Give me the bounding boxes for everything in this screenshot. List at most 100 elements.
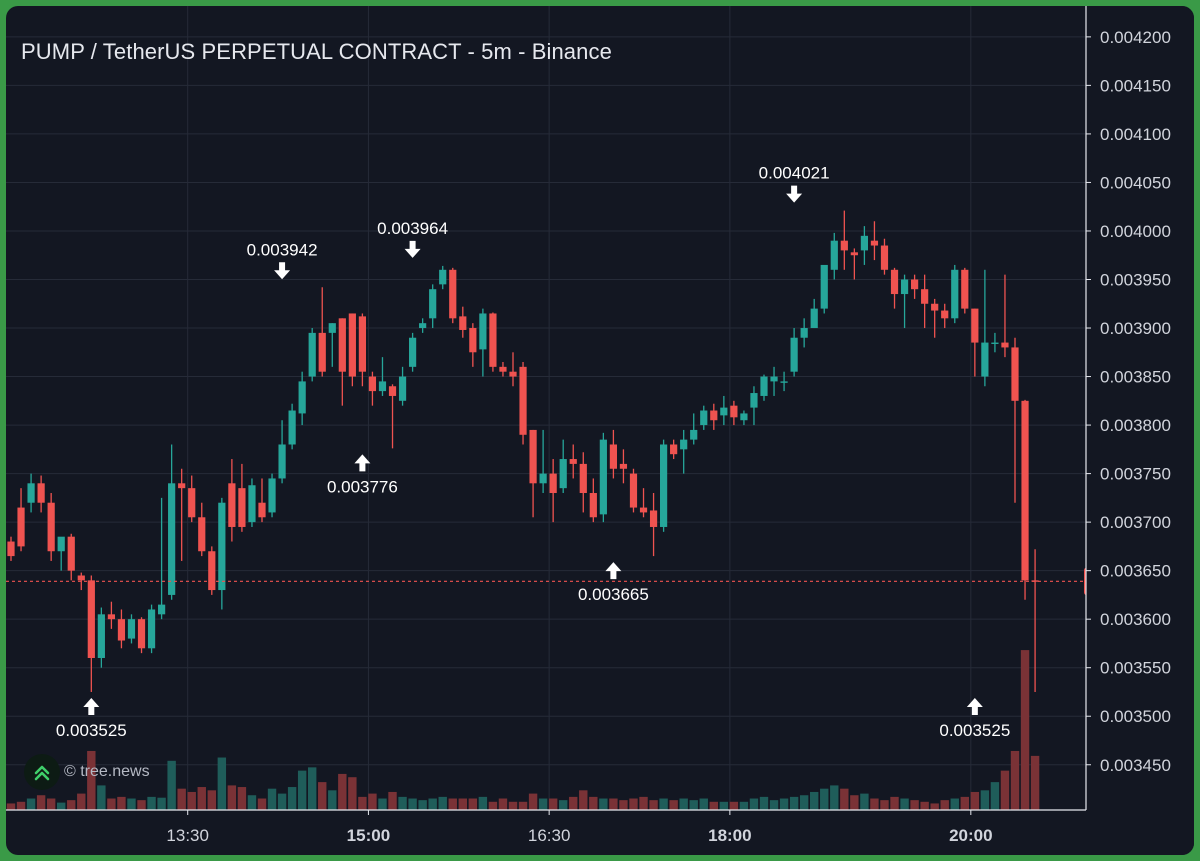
volume-bar	[970, 791, 980, 810]
volume-bar	[338, 773, 347, 810]
volume-bar	[940, 800, 949, 810]
candlestick-chart[interactable]: 0.003639 0.0035250.0039420.0037760.00396…	[6, 6, 1194, 855]
candle-body	[137, 619, 146, 649]
up-arrow-icon	[83, 697, 100, 715]
candle-body	[609, 444, 617, 469]
annotation-label: 0.004021	[759, 164, 830, 183]
candle-body	[328, 323, 336, 333]
volume-bar	[669, 800, 678, 810]
volume-bar	[548, 798, 558, 810]
volume-bar	[207, 790, 216, 810]
y-tick-label: 0.004100	[1100, 125, 1171, 144]
candle-body	[57, 536, 65, 552]
volume-bar	[729, 801, 739, 810]
candle-body	[780, 381, 788, 383]
candle-body	[961, 269, 969, 309]
volume-bar	[428, 798, 437, 810]
annotation-label: 0.003665	[578, 585, 649, 604]
volume-bar	[16, 801, 26, 810]
candles	[7, 210, 1039, 692]
volume-bar	[277, 793, 287, 810]
volume-bar	[508, 801, 518, 810]
volume-bar	[6, 803, 16, 810]
candle-body	[911, 279, 919, 290]
volume-bar	[990, 782, 1000, 810]
high-marker: 0.003964	[377, 219, 448, 258]
volume-bar	[950, 798, 959, 810]
candle-body	[489, 313, 497, 367]
candle-body	[87, 580, 95, 658]
annotation-label: 0.003525	[56, 721, 127, 740]
volume-bar	[167, 760, 176, 810]
volume-bar	[26, 798, 36, 810]
candle-body	[208, 551, 216, 591]
candle-body	[278, 444, 286, 479]
time-axis[interactable]: 13:30 15:00 16:30 18:00 20:00	[6, 809, 1086, 845]
volume-bar	[297, 770, 307, 810]
candle-body	[790, 337, 798, 372]
volume-bar	[689, 800, 698, 810]
y-tick-label: 0.003950	[1100, 270, 1171, 289]
candle-body	[318, 332, 326, 372]
candle-body	[730, 405, 738, 418]
volume-bar	[569, 796, 578, 810]
volume-bar	[177, 788, 186, 810]
candle-body	[117, 619, 126, 641]
volume-bar	[779, 798, 789, 810]
volume-bar	[749, 798, 759, 810]
candle-body	[589, 493, 597, 518]
candle-body	[188, 488, 196, 518]
candle-body	[218, 502, 226, 591]
y-tick-label: 0.003450	[1100, 756, 1171, 775]
candle-body	[147, 609, 156, 649]
candle-body	[409, 337, 417, 367]
volume-bar	[458, 798, 467, 810]
candle-body	[298, 381, 306, 414]
volume-bar	[980, 790, 990, 810]
candle-body	[27, 483, 35, 503]
volume-bar	[850, 795, 859, 810]
candle-body	[760, 376, 768, 396]
candle-body	[7, 541, 15, 557]
candle-body	[750, 393, 758, 408]
volume-bar	[87, 750, 96, 810]
volume-bar	[318, 782, 327, 810]
volume-bar	[920, 801, 929, 810]
y-tick-label: 0.004150	[1100, 76, 1171, 95]
low-marker: 0.003525	[939, 697, 1010, 740]
volume-bar	[579, 790, 588, 810]
candle-body	[178, 483, 186, 489]
y-tick-label: 0.003900	[1100, 319, 1171, 338]
volume-bar	[137, 800, 146, 810]
candle-body	[710, 410, 718, 421]
volume-bar	[46, 798, 56, 810]
candle-body	[248, 485, 256, 523]
y-tick-label: 0.004200	[1100, 28, 1171, 47]
volume-bar	[789, 796, 799, 810]
candle-body	[1021, 400, 1029, 581]
volume-bar	[589, 796, 598, 810]
volume-bar	[910, 800, 919, 810]
candle-body	[951, 269, 959, 319]
volume-bar	[117, 796, 126, 810]
candle-body	[158, 604, 166, 615]
volume-bar	[36, 795, 46, 810]
volume-bar	[709, 801, 718, 810]
candle-body	[268, 478, 276, 513]
volume-bar	[820, 788, 829, 810]
candle-body	[479, 313, 487, 350]
volume-bar	[629, 798, 638, 810]
volume-bar	[699, 798, 708, 810]
volume-bar	[388, 791, 397, 810]
price-axis[interactable]: 0.003450 0.003500 0.003550 0.003600 0.003650…	[1085, 6, 1194, 855]
volume-bar	[860, 793, 869, 810]
down-arrow-icon	[786, 185, 803, 203]
volume-bar	[237, 787, 247, 810]
volume-bar	[559, 800, 568, 810]
candle-body	[629, 473, 638, 508]
low-marker: 0.003525	[56, 697, 127, 740]
candle-body	[619, 463, 628, 469]
volume-bar	[1020, 650, 1030, 810]
volume-bar	[197, 787, 206, 810]
candle-body	[991, 342, 999, 344]
